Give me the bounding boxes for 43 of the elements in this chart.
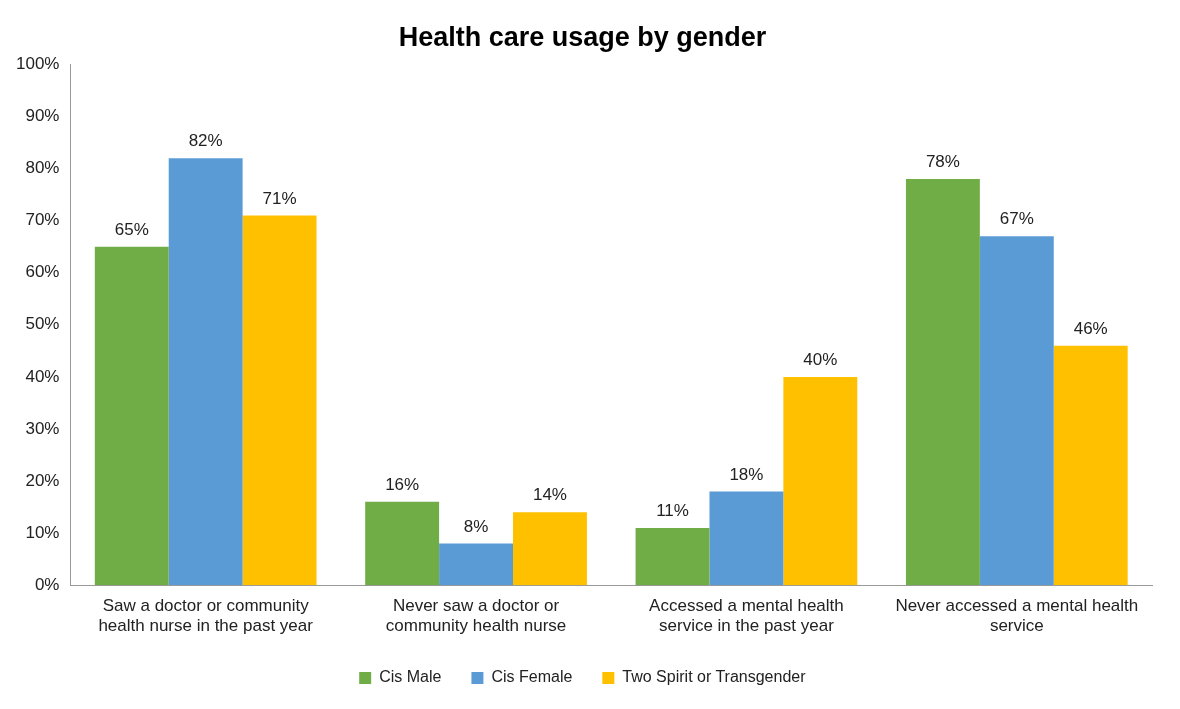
data-label: 40% bbox=[803, 350, 838, 370]
y-tick-label: 10% bbox=[25, 522, 60, 542]
data-label: 8% bbox=[463, 516, 489, 536]
bar bbox=[905, 178, 980, 586]
bar bbox=[513, 512, 587, 586]
legend-label: Cis Male bbox=[379, 668, 442, 686]
y-tick-label: 40% bbox=[25, 366, 60, 386]
bar bbox=[1053, 345, 1128, 586]
chart-title: Health care usage by gender bbox=[398, 21, 767, 52]
x-tick-label: Saw a doctor or community health nurse in the past year bbox=[98, 596, 314, 636]
legend-label: Two Spirit or Transgender bbox=[622, 668, 807, 686]
y-tick-label: 0% bbox=[34, 574, 60, 594]
data-label: 65% bbox=[114, 219, 149, 239]
bar bbox=[709, 491, 784, 586]
data-label: 18% bbox=[729, 464, 764, 484]
bar bbox=[168, 158, 243, 586]
y-tick-label: 70% bbox=[25, 210, 60, 230]
bar bbox=[979, 236, 1054, 586]
x-tick-label: Never saw a doctor or community health nurse bbox=[385, 596, 567, 636]
data-label: 16% bbox=[385, 475, 420, 495]
x-tick-label: Accessed a mental health service in the past year bbox=[649, 596, 844, 636]
bar bbox=[365, 501, 440, 586]
data-label: 82% bbox=[188, 131, 223, 151]
bar bbox=[439, 543, 513, 586]
y-tick-label: 100% bbox=[16, 54, 60, 74]
y-tick-label: 20% bbox=[25, 470, 60, 490]
y-tick-label: 50% bbox=[25, 314, 60, 334]
data-label: 67% bbox=[999, 209, 1034, 229]
x-tick-label: Never accessed a mental health service bbox=[895, 596, 1139, 636]
data-label: 78% bbox=[925, 152, 960, 172]
y-tick-label: 80% bbox=[25, 158, 60, 178]
y-tick-label: 30% bbox=[25, 418, 60, 438]
bar bbox=[94, 246, 169, 586]
bar bbox=[635, 527, 710, 586]
bar bbox=[783, 376, 858, 586]
bar bbox=[242, 215, 317, 586]
y-tick-label: 60% bbox=[25, 262, 60, 282]
data-label: 71% bbox=[262, 188, 297, 208]
data-label: 11% bbox=[656, 501, 689, 521]
data-label: 46% bbox=[1073, 318, 1108, 338]
legend-label: Cis Female bbox=[491, 668, 573, 686]
data-label: 14% bbox=[532, 485, 567, 505]
y-tick-label: 90% bbox=[25, 106, 60, 126]
